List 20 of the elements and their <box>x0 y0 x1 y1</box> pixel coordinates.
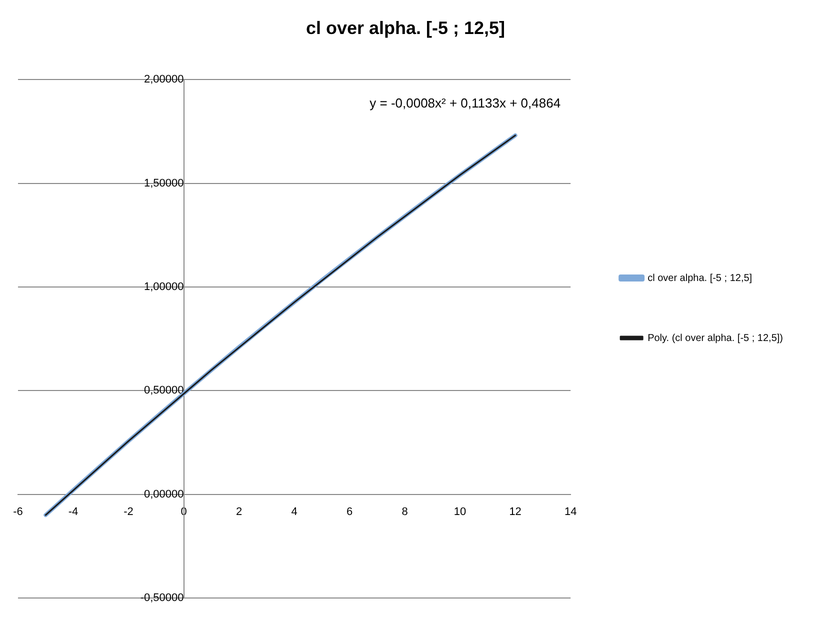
y-tick-label: -0,50000 <box>140 592 184 604</box>
x-tick-label: -2 <box>124 506 134 518</box>
x-tick-label: 10 <box>454 506 466 518</box>
x-tick-label: -6 <box>13 506 23 518</box>
x-tick-label: 6 <box>346 506 353 518</box>
legend-label: Poly. (cl over alpha. [-5 ; 12,5]) <box>648 332 784 344</box>
annotation: y = -0,0008x² + 0,1133x + 0,4864 <box>370 96 561 111</box>
x-tick-label: 4 <box>291 506 298 518</box>
x-tick-label: 14 <box>564 506 577 518</box>
x-tick-label: -4 <box>68 506 78 518</box>
y-tick-label: 2,00000 <box>144 74 184 86</box>
y-tick-label: 0,50000 <box>144 384 184 397</box>
y-tick-label: 0,00000 <box>144 488 184 500</box>
x-tick-label: 12 <box>509 506 522 518</box>
x-tick-label: 2 <box>236 506 242 518</box>
legend-label: cl over alpha. [-5 ; 12,5] <box>648 272 752 284</box>
chart-title: cl over alpha. [-5 ; 12,5] <box>306 18 506 38</box>
x-tick-label: 8 <box>402 506 408 518</box>
y-tick-label: 1,50000 <box>144 177 184 190</box>
y-tick-label: 1,00000 <box>144 280 184 293</box>
